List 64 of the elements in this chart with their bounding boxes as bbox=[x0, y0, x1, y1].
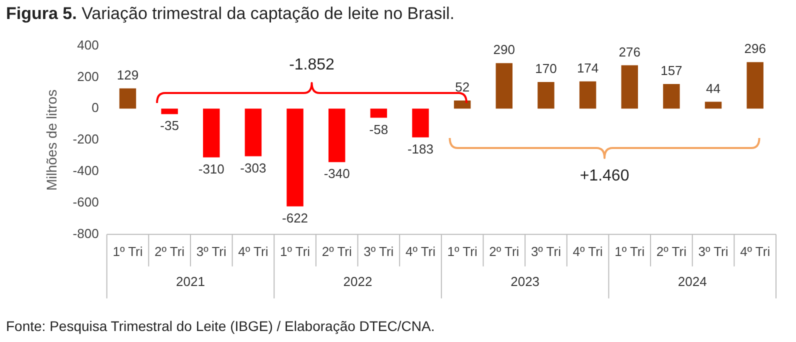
bar bbox=[746, 62, 764, 109]
data-label: 52 bbox=[455, 80, 470, 95]
y-tick-label: -200 bbox=[72, 132, 99, 147]
x-tick-label: 2º Tri bbox=[154, 244, 185, 259]
source-note: Fonte: Pesquisa Trimestral do Leite (IBGE) / Elaboração DTEC/CNA. bbox=[6, 318, 435, 334]
bar bbox=[412, 108, 429, 138]
data-label: -303 bbox=[240, 160, 266, 176]
x-tick-label: 3º Tri bbox=[196, 244, 227, 259]
data-label: 44 bbox=[706, 80, 720, 96]
x-tick-label: 3º Tri bbox=[364, 244, 394, 259]
data-label: -58 bbox=[369, 122, 388, 137]
x-tick-label: 1º Tri bbox=[447, 244, 478, 259]
bar bbox=[621, 65, 638, 109]
x-tick-label: 2º Tri bbox=[322, 244, 352, 259]
data-label: 174 bbox=[576, 60, 599, 76]
y-tick-label: -800 bbox=[72, 226, 99, 241]
data-label: 276 bbox=[618, 44, 640, 60]
bar bbox=[161, 108, 178, 114]
text: 2024 bbox=[678, 274, 707, 289]
y-axis-title: Milhões de litros bbox=[43, 90, 60, 191]
y-tick-label: -400 bbox=[72, 163, 99, 178]
bar bbox=[538, 82, 554, 109]
x-tick-label: 2º Tri bbox=[489, 244, 520, 259]
bar bbox=[328, 108, 346, 162]
x-tick-label: 2º Tri bbox=[656, 244, 687, 259]
annotation: +1.460 bbox=[580, 167, 630, 184]
data-label: -310 bbox=[198, 161, 224, 176]
y-tick-label: 0 bbox=[92, 100, 99, 116]
chart-title: Figura 5. Variação trimestral da captação de leite no Brasil. bbox=[6, 4, 455, 24]
data-label: -622 bbox=[282, 210, 308, 226]
bar bbox=[370, 108, 388, 118]
y-tick-label: -600 bbox=[72, 194, 99, 210]
bar bbox=[454, 100, 471, 109]
x-tick-label: 1º Tri bbox=[280, 244, 310, 259]
y-tick-label: 200 bbox=[77, 68, 99, 84]
data-label: -340 bbox=[324, 166, 350, 182]
data-label: -183 bbox=[407, 142, 434, 157]
bar bbox=[663, 84, 680, 109]
x-tick-label: 4º Tri bbox=[740, 244, 770, 259]
y-tick-label: 400 bbox=[77, 37, 99, 52]
text: 2023 bbox=[510, 274, 540, 289]
data-label: 157 bbox=[660, 63, 682, 78]
bar bbox=[286, 108, 304, 206]
x-tick-label: 3º Tri bbox=[530, 244, 562, 259]
bar bbox=[579, 81, 596, 109]
bar bbox=[496, 63, 513, 109]
x-tick-label: 4º Tri bbox=[405, 244, 436, 259]
text: 2022 bbox=[343, 274, 372, 289]
bar bbox=[704, 102, 722, 109]
data-label: 296 bbox=[744, 41, 766, 56]
bar bbox=[203, 108, 220, 158]
annotation: -1.852 bbox=[289, 56, 335, 74]
bar bbox=[244, 108, 262, 156]
data-label: 290 bbox=[493, 42, 515, 58]
x-tick-label: 1º Tri bbox=[112, 244, 143, 259]
text: 2021 bbox=[176, 274, 205, 289]
data-label: -35 bbox=[160, 118, 179, 134]
bar bbox=[119, 88, 136, 109]
x-tick-label: 4º Tri bbox=[238, 244, 268, 259]
data-label: 170 bbox=[535, 61, 557, 76]
x-tick-label: 1º Tri bbox=[614, 244, 645, 259]
x-tick-label: 3º Tri bbox=[698, 244, 728, 259]
x-tick-label: 4º Tri bbox=[572, 244, 603, 259]
data-label: 129 bbox=[116, 67, 139, 82]
